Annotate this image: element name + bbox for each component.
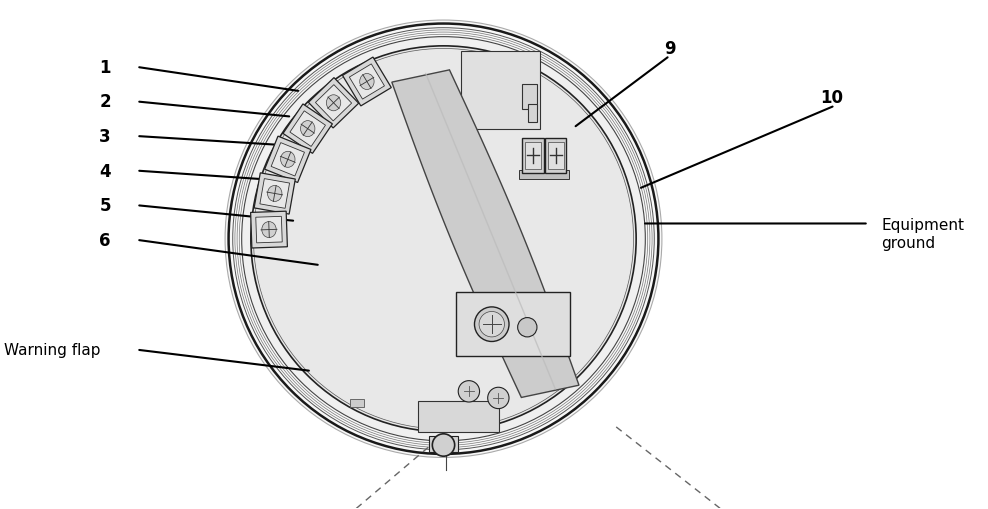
Ellipse shape xyxy=(488,387,509,409)
Polygon shape xyxy=(256,217,283,243)
Ellipse shape xyxy=(360,74,374,90)
Ellipse shape xyxy=(518,318,536,337)
Text: Warning flap: Warning flap xyxy=(4,343,100,357)
FancyBboxPatch shape xyxy=(418,402,499,432)
Ellipse shape xyxy=(326,96,341,111)
Text: 3: 3 xyxy=(99,128,111,146)
FancyBboxPatch shape xyxy=(429,437,457,451)
Ellipse shape xyxy=(262,222,277,238)
Polygon shape xyxy=(350,65,384,100)
Polygon shape xyxy=(315,86,352,122)
Text: 2: 2 xyxy=(99,93,111,111)
Polygon shape xyxy=(283,105,332,154)
Text: 6: 6 xyxy=(100,231,111,249)
Ellipse shape xyxy=(479,312,505,337)
Polygon shape xyxy=(308,78,359,129)
Polygon shape xyxy=(343,58,391,107)
Ellipse shape xyxy=(474,307,509,342)
Ellipse shape xyxy=(242,38,645,441)
FancyBboxPatch shape xyxy=(525,143,541,169)
Polygon shape xyxy=(260,179,289,209)
Text: Equipment
ground: Equipment ground xyxy=(881,218,964,250)
Polygon shape xyxy=(265,137,311,183)
Ellipse shape xyxy=(251,47,636,432)
Polygon shape xyxy=(289,111,325,147)
FancyBboxPatch shape xyxy=(547,143,564,169)
Text: 9: 9 xyxy=(664,39,676,58)
Polygon shape xyxy=(254,174,295,215)
Polygon shape xyxy=(251,212,288,248)
FancyBboxPatch shape xyxy=(350,400,364,407)
FancyBboxPatch shape xyxy=(456,293,570,356)
Text: 1: 1 xyxy=(100,59,111,77)
Ellipse shape xyxy=(225,21,662,458)
Ellipse shape xyxy=(268,186,282,202)
FancyBboxPatch shape xyxy=(523,84,537,110)
Text: 4: 4 xyxy=(99,162,111,180)
Ellipse shape xyxy=(458,381,479,402)
Text: 5: 5 xyxy=(100,197,111,215)
Polygon shape xyxy=(271,144,304,177)
Text: 10: 10 xyxy=(820,89,843,107)
Polygon shape xyxy=(392,71,579,398)
Ellipse shape xyxy=(300,121,315,137)
Ellipse shape xyxy=(281,152,295,168)
FancyBboxPatch shape xyxy=(529,105,537,123)
Ellipse shape xyxy=(433,434,454,456)
FancyBboxPatch shape xyxy=(519,170,569,179)
Polygon shape xyxy=(461,51,540,130)
FancyBboxPatch shape xyxy=(523,139,543,173)
FancyBboxPatch shape xyxy=(545,139,566,173)
